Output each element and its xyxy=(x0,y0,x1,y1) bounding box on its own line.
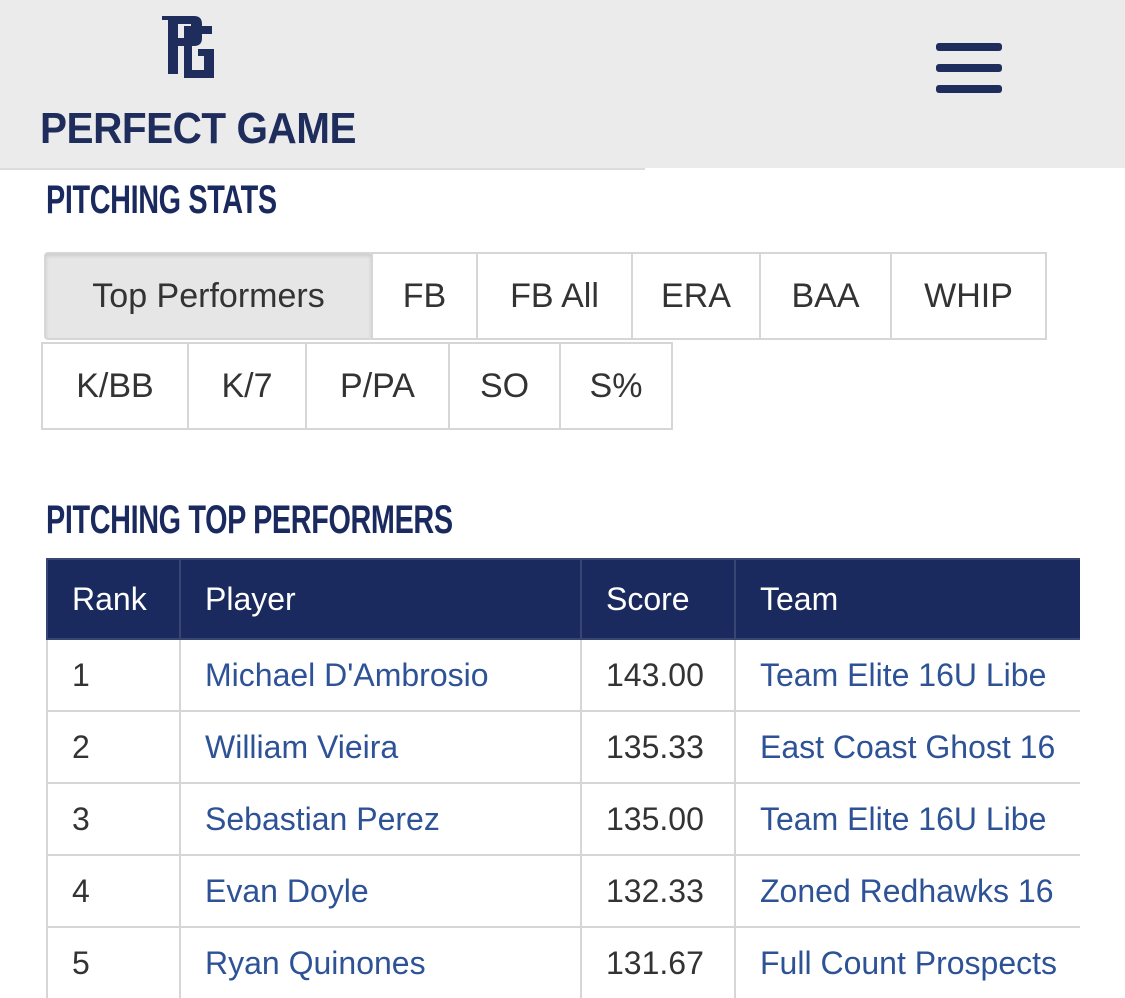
table-container: Rank Player Score Team 1 Michael D'Ambrosio 1… xyxy=(46,558,1080,998)
team-link[interactable]: Full Count Prospects xyxy=(760,944,1058,981)
table-cell: Evan Doyle xyxy=(179,854,582,928)
table-cell: Michael D'Ambrosio xyxy=(179,638,582,712)
column-header: Player xyxy=(179,558,582,640)
player-link[interactable]: Michael D'Ambrosio xyxy=(205,656,489,693)
stats-table: Rank Player Score Team 1 Michael D'Ambrosio 1… xyxy=(46,558,1080,998)
column-header: Rank xyxy=(46,558,181,640)
tab[interactable]: BAA xyxy=(759,252,892,340)
table-cell: Full Count Prospects xyxy=(734,926,1080,998)
rank-cell: 5 xyxy=(46,926,181,998)
team-link[interactable]: Zoned Redhawks 16 xyxy=(760,872,1054,909)
brand: PERFECT GAME xyxy=(40,104,357,153)
table-cell: Sebastian Perez xyxy=(179,782,582,856)
player-link[interactable]: Ryan Quinones xyxy=(205,944,426,981)
tab[interactable]: WHIP xyxy=(890,252,1047,340)
tab[interactable]: FB xyxy=(371,252,478,340)
tab-row: K/BB K/7 P/PA SO S% xyxy=(41,342,673,430)
table-cell: Team Elite 16U Libe xyxy=(734,782,1080,856)
table-cell: William Vieira xyxy=(179,710,582,784)
tab[interactable]: K/7 xyxy=(187,342,307,430)
player-link[interactable]: Sebastian Perez xyxy=(205,800,440,837)
section-title: PITCHING TOP PERFORMERS xyxy=(46,498,453,542)
menu-button[interactable] xyxy=(936,43,1002,95)
tab[interactable]: FB All xyxy=(476,252,633,340)
rank-cell: 2 xyxy=(46,710,181,784)
team-link[interactable]: East Coast Ghost 16 xyxy=(760,728,1056,765)
header-row: Rank Player Score Team xyxy=(46,558,1080,640)
team-link[interactable]: Team Elite 16U Libe xyxy=(760,800,1047,837)
score-cell: 143.00 xyxy=(580,638,736,712)
player-link[interactable]: William Vieira xyxy=(205,728,399,765)
rank-cell: 1 xyxy=(46,638,181,712)
team-link[interactable]: Team Elite 16U Libe xyxy=(760,656,1047,693)
tab[interactable]: ERA xyxy=(631,252,761,340)
player-link[interactable]: Evan Doyle xyxy=(205,872,369,909)
tab[interactable]: SO xyxy=(448,342,561,430)
table-row: 1 Michael D'Ambrosio 143.00 Team Elite 16U … xyxy=(46,638,1080,712)
column-header: Score xyxy=(580,558,736,640)
table-cell: East Coast Ghost 16 xyxy=(734,710,1080,784)
score-cell: 131.67 xyxy=(580,926,736,998)
table-row: 5 Ryan Quinones 131.67 Full Count Prospects xyxy=(46,926,1080,998)
logo[interactable] xyxy=(160,12,222,82)
tab-row: Top Performers FB FB All ERA BAA WHIP xyxy=(44,252,1047,340)
tab[interactable]: P/PA xyxy=(305,342,450,430)
table-row: 3 Sebastian Perez 135.00 Team Elite 16U Lib… xyxy=(46,782,1080,856)
tab[interactable]: K/BB xyxy=(41,342,189,430)
tab[interactable]: Top Performers xyxy=(44,252,373,340)
score-cell: 135.00 xyxy=(580,782,736,856)
table-cell: Team Elite 16U Libe xyxy=(734,638,1080,712)
section-title: PITCHING STATS xyxy=(46,178,277,222)
column-header: Team xyxy=(734,558,1080,640)
table-cell: Ryan Quinones xyxy=(179,926,582,998)
score-cell: 135.33 xyxy=(580,710,736,784)
header: PERFECT GAME xyxy=(0,0,1125,168)
rank-cell: 3 xyxy=(46,782,181,856)
rank-cell: 4 xyxy=(46,854,181,928)
divider xyxy=(0,168,645,170)
score-cell: 132.33 xyxy=(580,854,736,928)
table-cell: Zoned Redhawks 16 xyxy=(734,854,1080,928)
tab[interactable]: S% xyxy=(559,342,673,430)
table-row: 2 William Vieira 135.33 East Coast Ghost 16 xyxy=(46,710,1080,784)
table-row: 4 Evan Doyle 132.33 Zoned Redhawks 16 xyxy=(46,854,1080,928)
